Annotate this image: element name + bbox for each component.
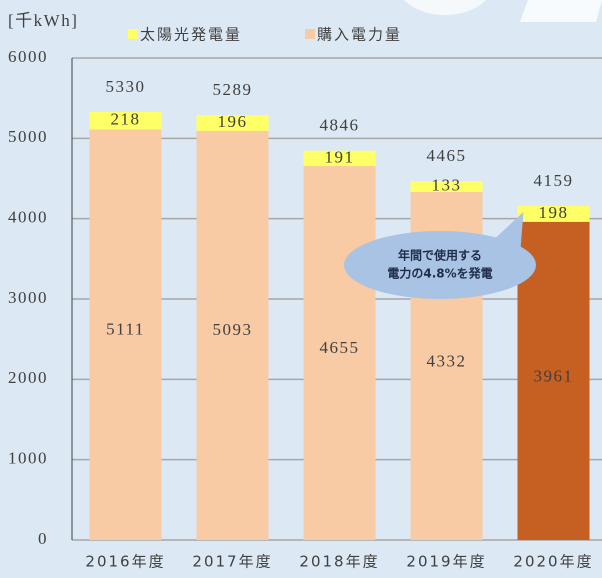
x-tick-label: 2017年度 (192, 553, 272, 571)
total-label: 4846 (320, 116, 360, 135)
annotation: 電力の4.8%を発電 (387, 266, 492, 281)
value-label: 196 (218, 112, 248, 131)
legend-label: 購入電力量 (317, 26, 402, 44)
total-label: 5330 (106, 77, 146, 96)
annotation: 年間で使用する (398, 248, 482, 263)
y-tick-label: 4000 (8, 208, 48, 227)
value-label: 5093 (213, 320, 253, 339)
value-label: 191 (325, 147, 355, 166)
value-label: 5111 (106, 320, 145, 339)
value-label: 4655 (320, 338, 360, 357)
decoration (520, 0, 602, 22)
total-label: 4159 (534, 171, 574, 190)
total-label: 5289 (213, 80, 253, 99)
y-tick-label: 2000 (8, 368, 48, 387)
x-tick-label: 2019年度 (406, 553, 486, 571)
value-label: 198 (539, 203, 569, 222)
callout (344, 231, 536, 299)
value-label: 3961 (534, 367, 574, 386)
x-tick-label: 2020年度 (513, 553, 593, 571)
total-label: 4465 (427, 146, 467, 165)
legend-label: 太陽光発電量 (140, 26, 242, 44)
x-tick-label: 2018年度 (299, 553, 379, 571)
chart: [千kWh] 0 1000 2000 3000 4000 5000 6000 太陽光発電量 購入… (0, 0, 602, 578)
unit-label: [千kWh] (8, 11, 78, 30)
y-tick-label: 6000 (8, 47, 48, 66)
y-tick-label: 0 (38, 529, 48, 548)
y-tick-label: 1000 (8, 449, 48, 468)
legend-swatch (305, 29, 315, 39)
value-label: 4332 (427, 351, 467, 370)
value-label: 133 (432, 176, 462, 195)
y-tick-label: 3000 (8, 288, 48, 307)
x-tick-label: 2016年度 (85, 553, 165, 571)
value-label: 218 (111, 110, 141, 129)
y-tick-label: 5000 (8, 127, 48, 146)
legend-swatch (128, 29, 138, 39)
